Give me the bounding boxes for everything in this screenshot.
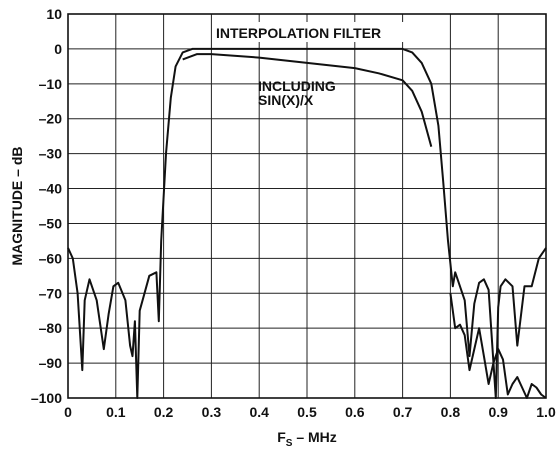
x-tick-label: 0: [64, 404, 72, 420]
y-tick-label: –70: [39, 285, 63, 301]
y-axis-title: MAGNITUDE – dB: [9, 147, 25, 266]
y-tick-label: –40: [39, 181, 63, 197]
x-tick-label: 0.3: [202, 404, 222, 420]
series-group: [67, 47, 547, 399]
y-tick-label: –20: [39, 111, 63, 127]
y-tick-label: 0: [54, 41, 62, 57]
y-tick-label: –90: [39, 355, 63, 371]
annotation-including: INCLUDING: [258, 78, 336, 94]
x-tick-labels: 0 0.1 0.2 0.3 0.4 0.5 0.6 0.7 0.8 0.9 1.0: [64, 404, 556, 420]
y-tick-label: –80: [39, 320, 63, 336]
plot-frame: [67, 13, 547, 399]
x-tick-label: 0.8: [441, 404, 461, 420]
x-tick-label: 0.1: [106, 404, 126, 420]
y-tick-label: –10: [39, 76, 63, 92]
x-axis-title: FS – MHz: [277, 429, 337, 449]
x-tick-label: 1.0: [536, 404, 556, 420]
x-tick-label: 0.6: [345, 404, 365, 420]
y-tick-label: –50: [39, 215, 63, 231]
annotation-backdrop: [213, 22, 405, 42]
series-line-1: [67, 47, 547, 399]
y-tick-label: –30: [39, 146, 63, 162]
x-tick-label: 0.9: [488, 404, 508, 420]
x-tick-label: 0.4: [249, 404, 269, 420]
x-tick-label: 0.2: [154, 404, 174, 420]
x-tick-label: 0.7: [393, 404, 413, 420]
y-tick-label: 10: [46, 6, 62, 22]
y-tick-labels: 10 0 –10 –20 –30 –40 –50 –60 –70 –80 –90 –100: [31, 6, 62, 406]
series-line-3: [182, 53, 433, 147]
y-tick-label: –60: [39, 250, 63, 266]
annotation-interpolation-filter: INTERPOLATION FILTER: [216, 25, 381, 41]
series-line-2: [449, 293, 547, 399]
x-tick-label: 0.5: [297, 404, 317, 420]
y-tick-label: –100: [31, 390, 62, 406]
annotation-sinx-x: SIN(X)/X: [258, 92, 314, 108]
